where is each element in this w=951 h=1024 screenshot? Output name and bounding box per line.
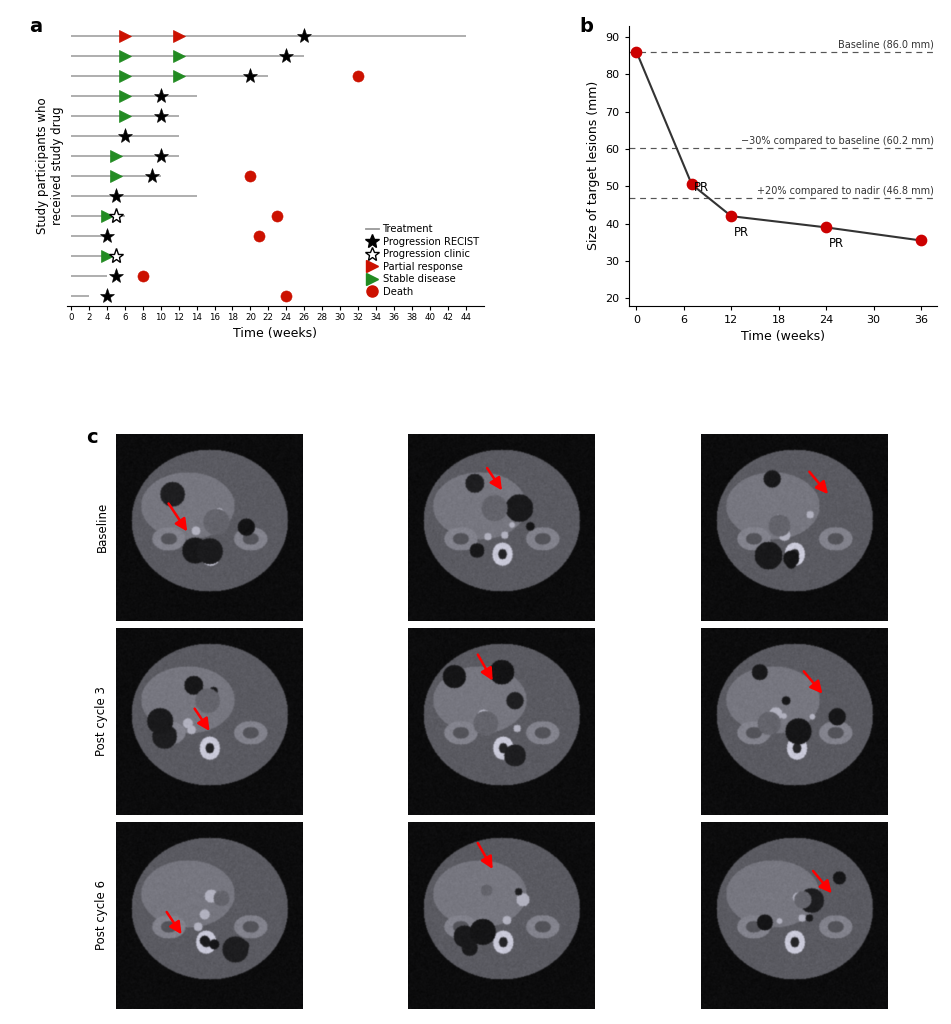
Text: PR: PR xyxy=(733,225,748,239)
Text: b: b xyxy=(579,17,593,36)
Text: Post cycle 3: Post cycle 3 xyxy=(95,686,108,757)
Text: +20% compared to nadir (46.8 mm): +20% compared to nadir (46.8 mm) xyxy=(758,186,935,196)
X-axis label: Time (weeks): Time (weeks) xyxy=(233,328,317,340)
Point xyxy=(913,232,928,249)
Text: c: c xyxy=(87,428,98,447)
Text: Baseline: Baseline xyxy=(95,502,108,553)
Text: PR: PR xyxy=(694,180,709,194)
Y-axis label: Study participants who
received study drug: Study participants who received study dr… xyxy=(36,97,64,234)
Text: Baseline (86.0 mm): Baseline (86.0 mm) xyxy=(839,40,935,49)
Point xyxy=(819,219,834,236)
Text: Post cycle 6: Post cycle 6 xyxy=(95,881,108,950)
Point xyxy=(724,208,739,224)
Text: −30% compared to baseline (60.2 mm): −30% compared to baseline (60.2 mm) xyxy=(742,136,935,146)
Text: PR: PR xyxy=(828,237,844,250)
Point xyxy=(684,176,699,193)
Point xyxy=(629,44,644,60)
X-axis label: Time (weeks): Time (weeks) xyxy=(741,331,825,343)
Legend: Treatment, Progression RECIST, Progression clinic, Partial response, Stable dise: Treatment, Progression RECIST, Progressi… xyxy=(361,220,483,301)
Y-axis label: Size of target lesions (mm): Size of target lesions (mm) xyxy=(587,81,600,250)
Text: a: a xyxy=(29,17,42,36)
